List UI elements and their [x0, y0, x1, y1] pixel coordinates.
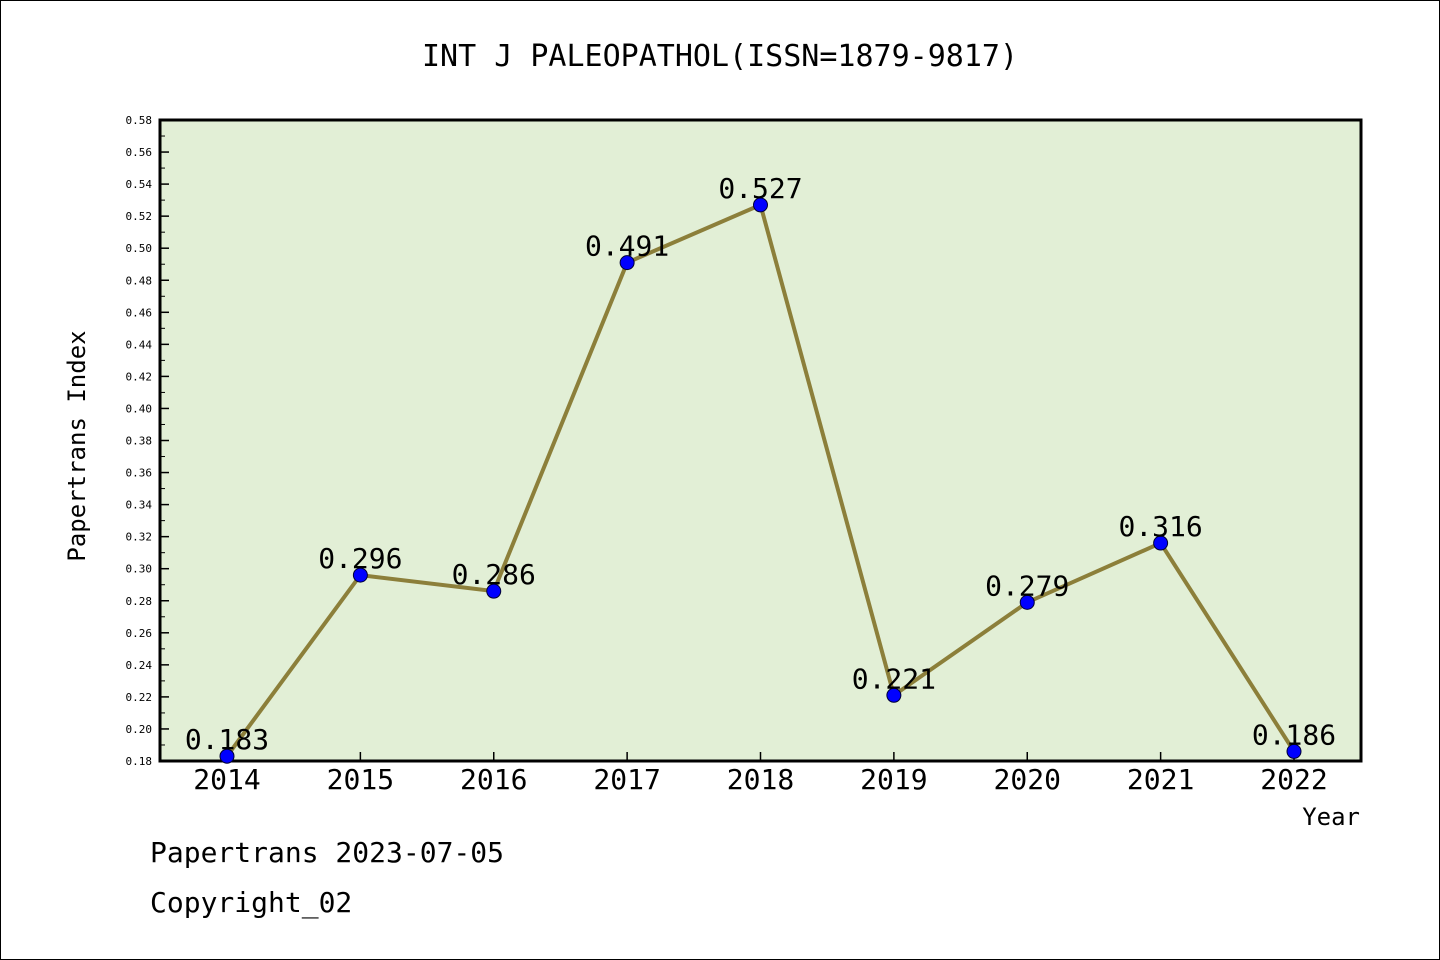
y-tick-label: 0.26: [126, 627, 153, 640]
plot-area: [158, 118, 1363, 763]
x-tick-label: 2018: [727, 763, 794, 796]
data-point-marker: [753, 197, 768, 213]
data-label: 0.286: [452, 558, 536, 591]
data-label: 0.296: [318, 542, 402, 575]
x-tick-label: 2019: [860, 763, 927, 796]
y-tick-label: 0.52: [126, 210, 153, 223]
y-tick-label: 0.58: [126, 114, 153, 127]
data-label: 0.279: [985, 569, 1069, 602]
y-tick-label: 0.30: [126, 563, 153, 576]
data-label: 0.186: [1252, 718, 1336, 751]
x-tick-label: 2016: [460, 763, 527, 796]
series-line-group: [219, 197, 1302, 764]
data-label: 0.183: [185, 723, 269, 756]
data-point-marker: [886, 687, 902, 703]
data-label: 0.491: [585, 230, 669, 263]
y-tick-label: 0.24: [126, 659, 153, 672]
y-tick-label: 0.20: [126, 723, 153, 736]
y-tick-label: 0.34: [126, 499, 153, 512]
y-axis-label: Papertrans Index: [63, 330, 91, 561]
y-tick-label: 0.42: [126, 370, 153, 383]
data-point-marker: [219, 748, 235, 764]
y-tick-label: 0.32: [126, 531, 153, 544]
y-tick-label: 0.36: [126, 467, 153, 480]
x-tick-label: 2017: [593, 763, 660, 796]
y-tick-label: 0.40: [126, 402, 153, 415]
y-tick-label: 0.48: [126, 274, 153, 287]
data-point-marker: [619, 255, 635, 271]
x-tick-label: 2022: [1260, 763, 1327, 796]
data-point-marker: [1019, 594, 1035, 610]
y-tick-label: 0.54: [126, 178, 153, 191]
y-tick-label: 0.46: [126, 306, 153, 319]
y-tick-label: 0.50: [126, 242, 153, 255]
y-tick-label: 0.56: [126, 146, 153, 159]
data-label: 0.527: [718, 172, 802, 205]
y-tick-label: 0.38: [126, 435, 153, 448]
footer-date-text: Papertrans 2023-07-05: [150, 836, 505, 869]
x-axis: 2014 2015 2016 2017 2018 2019 2020 2021 2022: [193, 752, 1328, 796]
footer-copyright-text: Copyright_02: [150, 886, 353, 919]
x-axis-label: Year: [1302, 803, 1360, 831]
y-tick-label: 0.44: [126, 338, 153, 351]
x-tick-label: 2021: [1127, 763, 1194, 796]
data-point-marker: [352, 567, 368, 583]
y-tick-label: 0.22: [126, 691, 153, 704]
data-label: 0.221: [852, 662, 936, 695]
data-label: 0.316: [1118, 510, 1202, 543]
y-axis: 0.18 0.20 0.22 0.24 0.26 0.28 0.30 0.32 0.34 0.36…: [126, 114, 169, 768]
data-point-marker: [1286, 743, 1302, 759]
x-tick-label: 2015: [327, 763, 394, 796]
data-point-marker: [486, 583, 502, 599]
y-tick-label: 0.18: [126, 755, 153, 768]
chart-title: INT J PALEOPATHOL(ISSN=1879-9817): [422, 39, 1018, 74]
x-tick-label: 2020: [994, 763, 1061, 796]
data-labels-group: 0.183 0.296 0.286 0.491 0.527 0.221 0.279 0.316…: [185, 172, 1336, 756]
y-tick-label: 0.28: [126, 595, 153, 608]
data-point-marker: [1153, 535, 1169, 551]
x-tick-label: 2014: [193, 763, 260, 796]
